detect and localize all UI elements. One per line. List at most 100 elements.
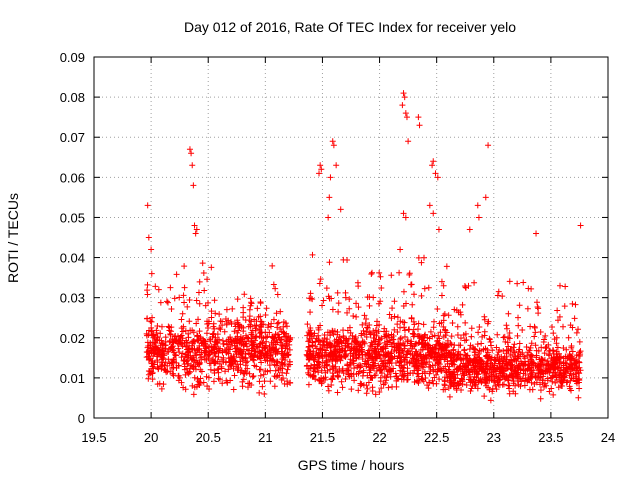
data-point — [218, 365, 225, 372]
data-point — [372, 338, 379, 345]
data-point — [392, 370, 399, 377]
data-point — [219, 318, 226, 325]
data-point — [575, 394, 582, 401]
data-point — [256, 366, 263, 373]
data-point — [363, 352, 370, 359]
data-point — [238, 323, 245, 330]
data-point — [367, 342, 374, 349]
data-point — [219, 380, 226, 387]
data-point — [309, 342, 316, 349]
y-tick-label: 0.06 — [60, 170, 85, 185]
data-point — [283, 340, 290, 347]
data-point — [493, 386, 500, 393]
data-point — [384, 371, 391, 378]
data-point — [479, 333, 486, 340]
data-point — [474, 202, 481, 209]
data-point — [250, 373, 257, 380]
data-point — [554, 363, 561, 370]
data-point — [264, 368, 271, 375]
data-point — [374, 318, 381, 325]
data-point — [414, 352, 421, 359]
data-point — [312, 338, 319, 345]
data-point — [576, 385, 583, 392]
data-point — [215, 375, 222, 382]
data-point — [144, 202, 151, 209]
data-point — [541, 356, 548, 363]
data-point — [533, 230, 540, 237]
data-point — [511, 349, 518, 356]
data-point — [533, 347, 540, 354]
data-point — [461, 372, 468, 379]
data-point — [247, 323, 254, 330]
data-point — [331, 342, 338, 349]
data-point — [541, 350, 548, 357]
data-point — [275, 331, 282, 338]
data-point — [223, 338, 230, 345]
data-point — [205, 320, 212, 327]
data-point — [169, 370, 176, 377]
data-point — [274, 320, 281, 327]
data-point — [422, 375, 429, 382]
data-point — [247, 355, 254, 362]
data-point — [533, 354, 540, 361]
data-point — [394, 321, 401, 328]
data-point — [370, 294, 377, 301]
data-point — [187, 352, 194, 359]
data-point — [397, 318, 404, 325]
data-point — [506, 278, 513, 285]
data-point — [257, 313, 264, 320]
data-point — [208, 343, 215, 350]
data-point — [398, 376, 405, 383]
data-point — [411, 378, 418, 385]
data-point — [276, 372, 283, 379]
data-point — [262, 342, 269, 349]
data-point — [305, 344, 312, 351]
data-point — [305, 356, 312, 363]
data-point — [209, 347, 216, 354]
data-point — [256, 333, 263, 340]
data-point — [404, 338, 411, 345]
data-point — [313, 335, 320, 342]
data-point — [223, 320, 230, 327]
data-point — [173, 365, 180, 372]
data-point — [511, 341, 518, 348]
data-point — [438, 278, 445, 285]
data-point — [475, 363, 482, 370]
data-point — [259, 383, 266, 390]
data-point — [458, 387, 465, 394]
data-point — [227, 361, 234, 368]
data-point — [421, 285, 428, 292]
data-point — [248, 350, 255, 357]
data-point — [216, 311, 223, 318]
data-point — [465, 376, 472, 383]
data-point — [203, 373, 210, 380]
data-point — [414, 326, 421, 333]
data-point — [190, 182, 197, 189]
data-point — [449, 357, 456, 364]
data-point — [437, 329, 444, 336]
data-point — [196, 300, 203, 307]
data-point — [378, 385, 385, 392]
data-point — [482, 371, 489, 378]
data-point — [430, 367, 437, 374]
data-point — [323, 341, 330, 348]
data-point — [182, 343, 189, 350]
data-point — [400, 288, 407, 295]
data-point — [407, 281, 414, 288]
data-point — [367, 354, 374, 361]
data-point — [486, 335, 493, 342]
data-point — [323, 285, 330, 292]
data-point — [492, 356, 499, 363]
data-point — [563, 364, 570, 371]
data-point — [432, 170, 439, 177]
data-point — [182, 327, 189, 334]
data-point — [523, 344, 530, 351]
data-point — [258, 359, 265, 366]
data-point — [263, 354, 270, 361]
data-point — [329, 370, 336, 377]
data-point — [478, 357, 485, 364]
data-point — [244, 358, 251, 365]
data-point — [335, 300, 342, 307]
data-point — [247, 351, 254, 358]
data-point — [369, 388, 376, 395]
